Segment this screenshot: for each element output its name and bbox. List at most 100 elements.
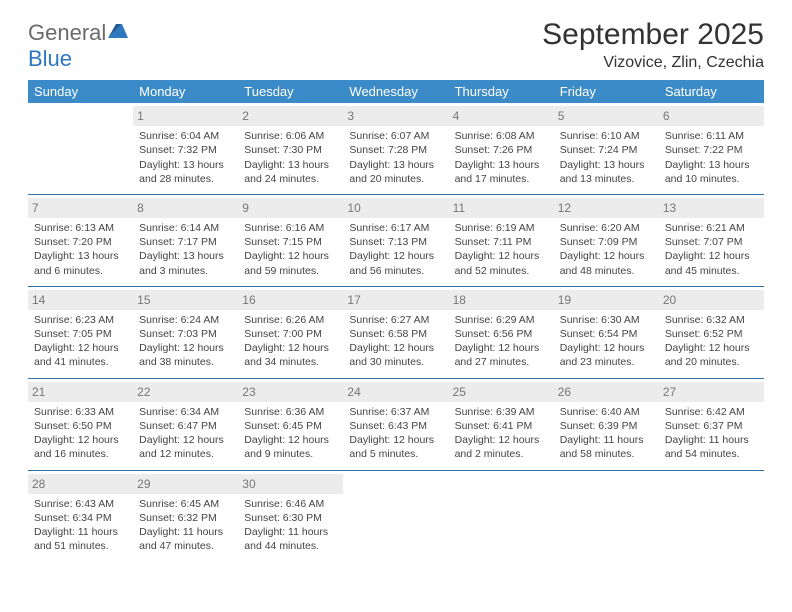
daylight-line: Daylight: 12 hours and 48 minutes.	[560, 249, 653, 277]
day-number: 3	[343, 106, 448, 126]
sunrise-line: Sunrise: 6:20 AM	[560, 221, 653, 235]
sunset-line: Sunset: 6:50 PM	[34, 419, 127, 433]
daylight-line: Daylight: 13 hours and 20 minutes.	[349, 158, 442, 186]
calendar-day-cell: 25Sunrise: 6:39 AMSunset: 6:41 PMDayligh…	[449, 378, 554, 470]
daylight-line: Daylight: 12 hours and 2 minutes.	[455, 433, 548, 461]
sunrise-line: Sunrise: 6:36 AM	[244, 405, 337, 419]
sunset-line: Sunset: 6:54 PM	[560, 327, 653, 341]
sunset-line: Sunset: 7:20 PM	[34, 235, 127, 249]
daylight-line: Daylight: 12 hours and 27 minutes.	[455, 341, 548, 369]
day-number: 20	[659, 290, 764, 310]
calendar-day-cell: 14Sunrise: 6:23 AMSunset: 7:05 PMDayligh…	[28, 286, 133, 378]
daylight-line: Daylight: 12 hours and 30 minutes.	[349, 341, 442, 369]
page-title: September 2025	[542, 18, 764, 52]
sunset-line: Sunset: 7:13 PM	[349, 235, 442, 249]
header: General Blue September 2025 Vizovice, Zl…	[28, 18, 764, 72]
day-number: 5	[554, 106, 659, 126]
logo: General Blue	[28, 18, 130, 72]
daylight-line: Daylight: 11 hours and 51 minutes.	[34, 525, 127, 553]
day-number: 22	[133, 382, 238, 402]
sunrise-line: Sunrise: 6:11 AM	[665, 129, 758, 143]
daylight-line: Daylight: 13 hours and 6 minutes.	[34, 249, 127, 277]
sunset-line: Sunset: 6:41 PM	[455, 419, 548, 433]
calendar-day-cell: 9Sunrise: 6:16 AMSunset: 7:15 PMDaylight…	[238, 194, 343, 286]
sunset-line: Sunset: 6:43 PM	[349, 419, 442, 433]
day-number: 26	[554, 382, 659, 402]
day-number: 11	[449, 198, 554, 218]
sunrise-line: Sunrise: 6:43 AM	[34, 497, 127, 511]
calendar-day-cell: 18Sunrise: 6:29 AMSunset: 6:56 PMDayligh…	[449, 286, 554, 378]
calendar-day-cell	[343, 470, 448, 561]
daylight-line: Daylight: 12 hours and 20 minutes.	[665, 341, 758, 369]
weekday-header: Wednesday	[343, 80, 448, 103]
day-number: 8	[133, 198, 238, 218]
daylight-line: Daylight: 11 hours and 44 minutes.	[244, 525, 337, 553]
page-subtitle: Vizovice, Zlin, Czechia	[542, 54, 764, 72]
day-number: 21	[28, 382, 133, 402]
calendar-week-row: 1Sunrise: 6:04 AMSunset: 7:32 PMDaylight…	[28, 103, 764, 194]
sunrise-line: Sunrise: 6:16 AM	[244, 221, 337, 235]
calendar-day-cell: 22Sunrise: 6:34 AMSunset: 6:47 PMDayligh…	[133, 378, 238, 470]
sunset-line: Sunset: 7:24 PM	[560, 143, 653, 157]
calendar-table: Sunday Monday Tuesday Wednesday Thursday…	[28, 80, 764, 561]
sunset-line: Sunset: 6:37 PM	[665, 419, 758, 433]
daylight-line: Daylight: 11 hours and 54 minutes.	[665, 433, 758, 461]
sunset-line: Sunset: 6:30 PM	[244, 511, 337, 525]
daylight-line: Daylight: 12 hours and 56 minutes.	[349, 249, 442, 277]
daylight-line: Daylight: 12 hours and 52 minutes.	[455, 249, 548, 277]
sunrise-line: Sunrise: 6:14 AM	[139, 221, 232, 235]
sunrise-line: Sunrise: 6:19 AM	[455, 221, 548, 235]
calendar-day-cell: 20Sunrise: 6:32 AMSunset: 6:52 PMDayligh…	[659, 286, 764, 378]
day-number: 10	[343, 198, 448, 218]
sunrise-line: Sunrise: 6:13 AM	[34, 221, 127, 235]
calendar-week-row: 28Sunrise: 6:43 AMSunset: 6:34 PMDayligh…	[28, 470, 764, 561]
logo-word-1: General	[28, 20, 106, 45]
sunrise-line: Sunrise: 6:42 AM	[665, 405, 758, 419]
sunrise-line: Sunrise: 6:06 AM	[244, 129, 337, 143]
calendar-day-cell: 16Sunrise: 6:26 AMSunset: 7:00 PMDayligh…	[238, 286, 343, 378]
day-number: 15	[133, 290, 238, 310]
calendar-day-cell: 13Sunrise: 6:21 AMSunset: 7:07 PMDayligh…	[659, 194, 764, 286]
weekday-header: Tuesday	[238, 80, 343, 103]
sunset-line: Sunset: 7:22 PM	[665, 143, 758, 157]
day-number: 13	[659, 198, 764, 218]
calendar-day-cell: 21 Sunrise: 6:33 AMSunset: 6:50 PMDayligh…	[28, 378, 133, 470]
calendar-day-cell: 3Sunrise: 6:07 AMSunset: 7:28 PMDaylight…	[343, 103, 448, 194]
daylight-line: Daylight: 12 hours and 23 minutes.	[560, 341, 653, 369]
sunset-line: Sunset: 6:47 PM	[139, 419, 232, 433]
title-block: September 2025 Vizovice, Zlin, Czechia	[542, 18, 764, 72]
calendar-day-cell: 15Sunrise: 6:24 AMSunset: 7:03 PMDayligh…	[133, 286, 238, 378]
sunset-line: Sunset: 6:39 PM	[560, 419, 653, 433]
calendar-day-cell: 8Sunrise: 6:14 AMSunset: 7:17 PMDaylight…	[133, 194, 238, 286]
sunrise-line: Sunrise: 6:45 AM	[139, 497, 232, 511]
daylight-line: Daylight: 13 hours and 3 minutes.	[139, 249, 232, 277]
calendar-day-cell: 6Sunrise: 6:11 AMSunset: 7:22 PMDaylight…	[659, 103, 764, 194]
day-number: 7	[28, 198, 133, 218]
logo-word-2: Blue	[28, 46, 72, 71]
day-number: 17	[343, 290, 448, 310]
calendar-day-cell: 4Sunrise: 6:08 AMSunset: 7:26 PMDaylight…	[449, 103, 554, 194]
calendar-day-cell	[659, 470, 764, 561]
day-number: 2	[238, 106, 343, 126]
sunset-line: Sunset: 6:32 PM	[139, 511, 232, 525]
day-number: 19	[554, 290, 659, 310]
daylight-line: Daylight: 12 hours and 9 minutes.	[244, 433, 337, 461]
sunset-line: Sunset: 7:32 PM	[139, 143, 232, 157]
calendar-day-cell: 27Sunrise: 6:42 AMSunset: 6:37 PMDayligh…	[659, 378, 764, 470]
sunrise-line: Sunrise: 6:24 AM	[139, 313, 232, 327]
daylight-line: Daylight: 12 hours and 16 minutes.	[34, 433, 127, 461]
sunset-line: Sunset: 7:15 PM	[244, 235, 337, 249]
sunrise-line: Sunrise: 6:34 AM	[139, 405, 232, 419]
daylight-line: Daylight: 12 hours and 5 minutes.	[349, 433, 442, 461]
weekday-header: Saturday	[659, 80, 764, 103]
sunrise-line: Sunrise: 6:39 AM	[455, 405, 548, 419]
calendar-day-cell: 17Sunrise: 6:27 AMSunset: 6:58 PMDayligh…	[343, 286, 448, 378]
calendar-day-cell: 29Sunrise: 6:45 AMSunset: 6:32 PMDayligh…	[133, 470, 238, 561]
sunrise-line: Sunrise: 6:07 AM	[349, 129, 442, 143]
sunset-line: Sunset: 7:26 PM	[455, 143, 548, 157]
sunrise-line: Sunrise: 6:33 AM	[34, 405, 127, 419]
calendar-week-row: 21Sunrise: 6:33 AMSunset: 6:50 PMDayligh…	[28, 378, 764, 470]
calendar-day-cell: 24Sunrise: 6:37 AMSunset: 6:43 PMDayligh…	[343, 378, 448, 470]
calendar-week-row: 14Sunrise: 6:23 AMSunset: 7:05 PMDayligh…	[28, 286, 764, 378]
daylight-line: Daylight: 12 hours and 34 minutes.	[244, 341, 337, 369]
